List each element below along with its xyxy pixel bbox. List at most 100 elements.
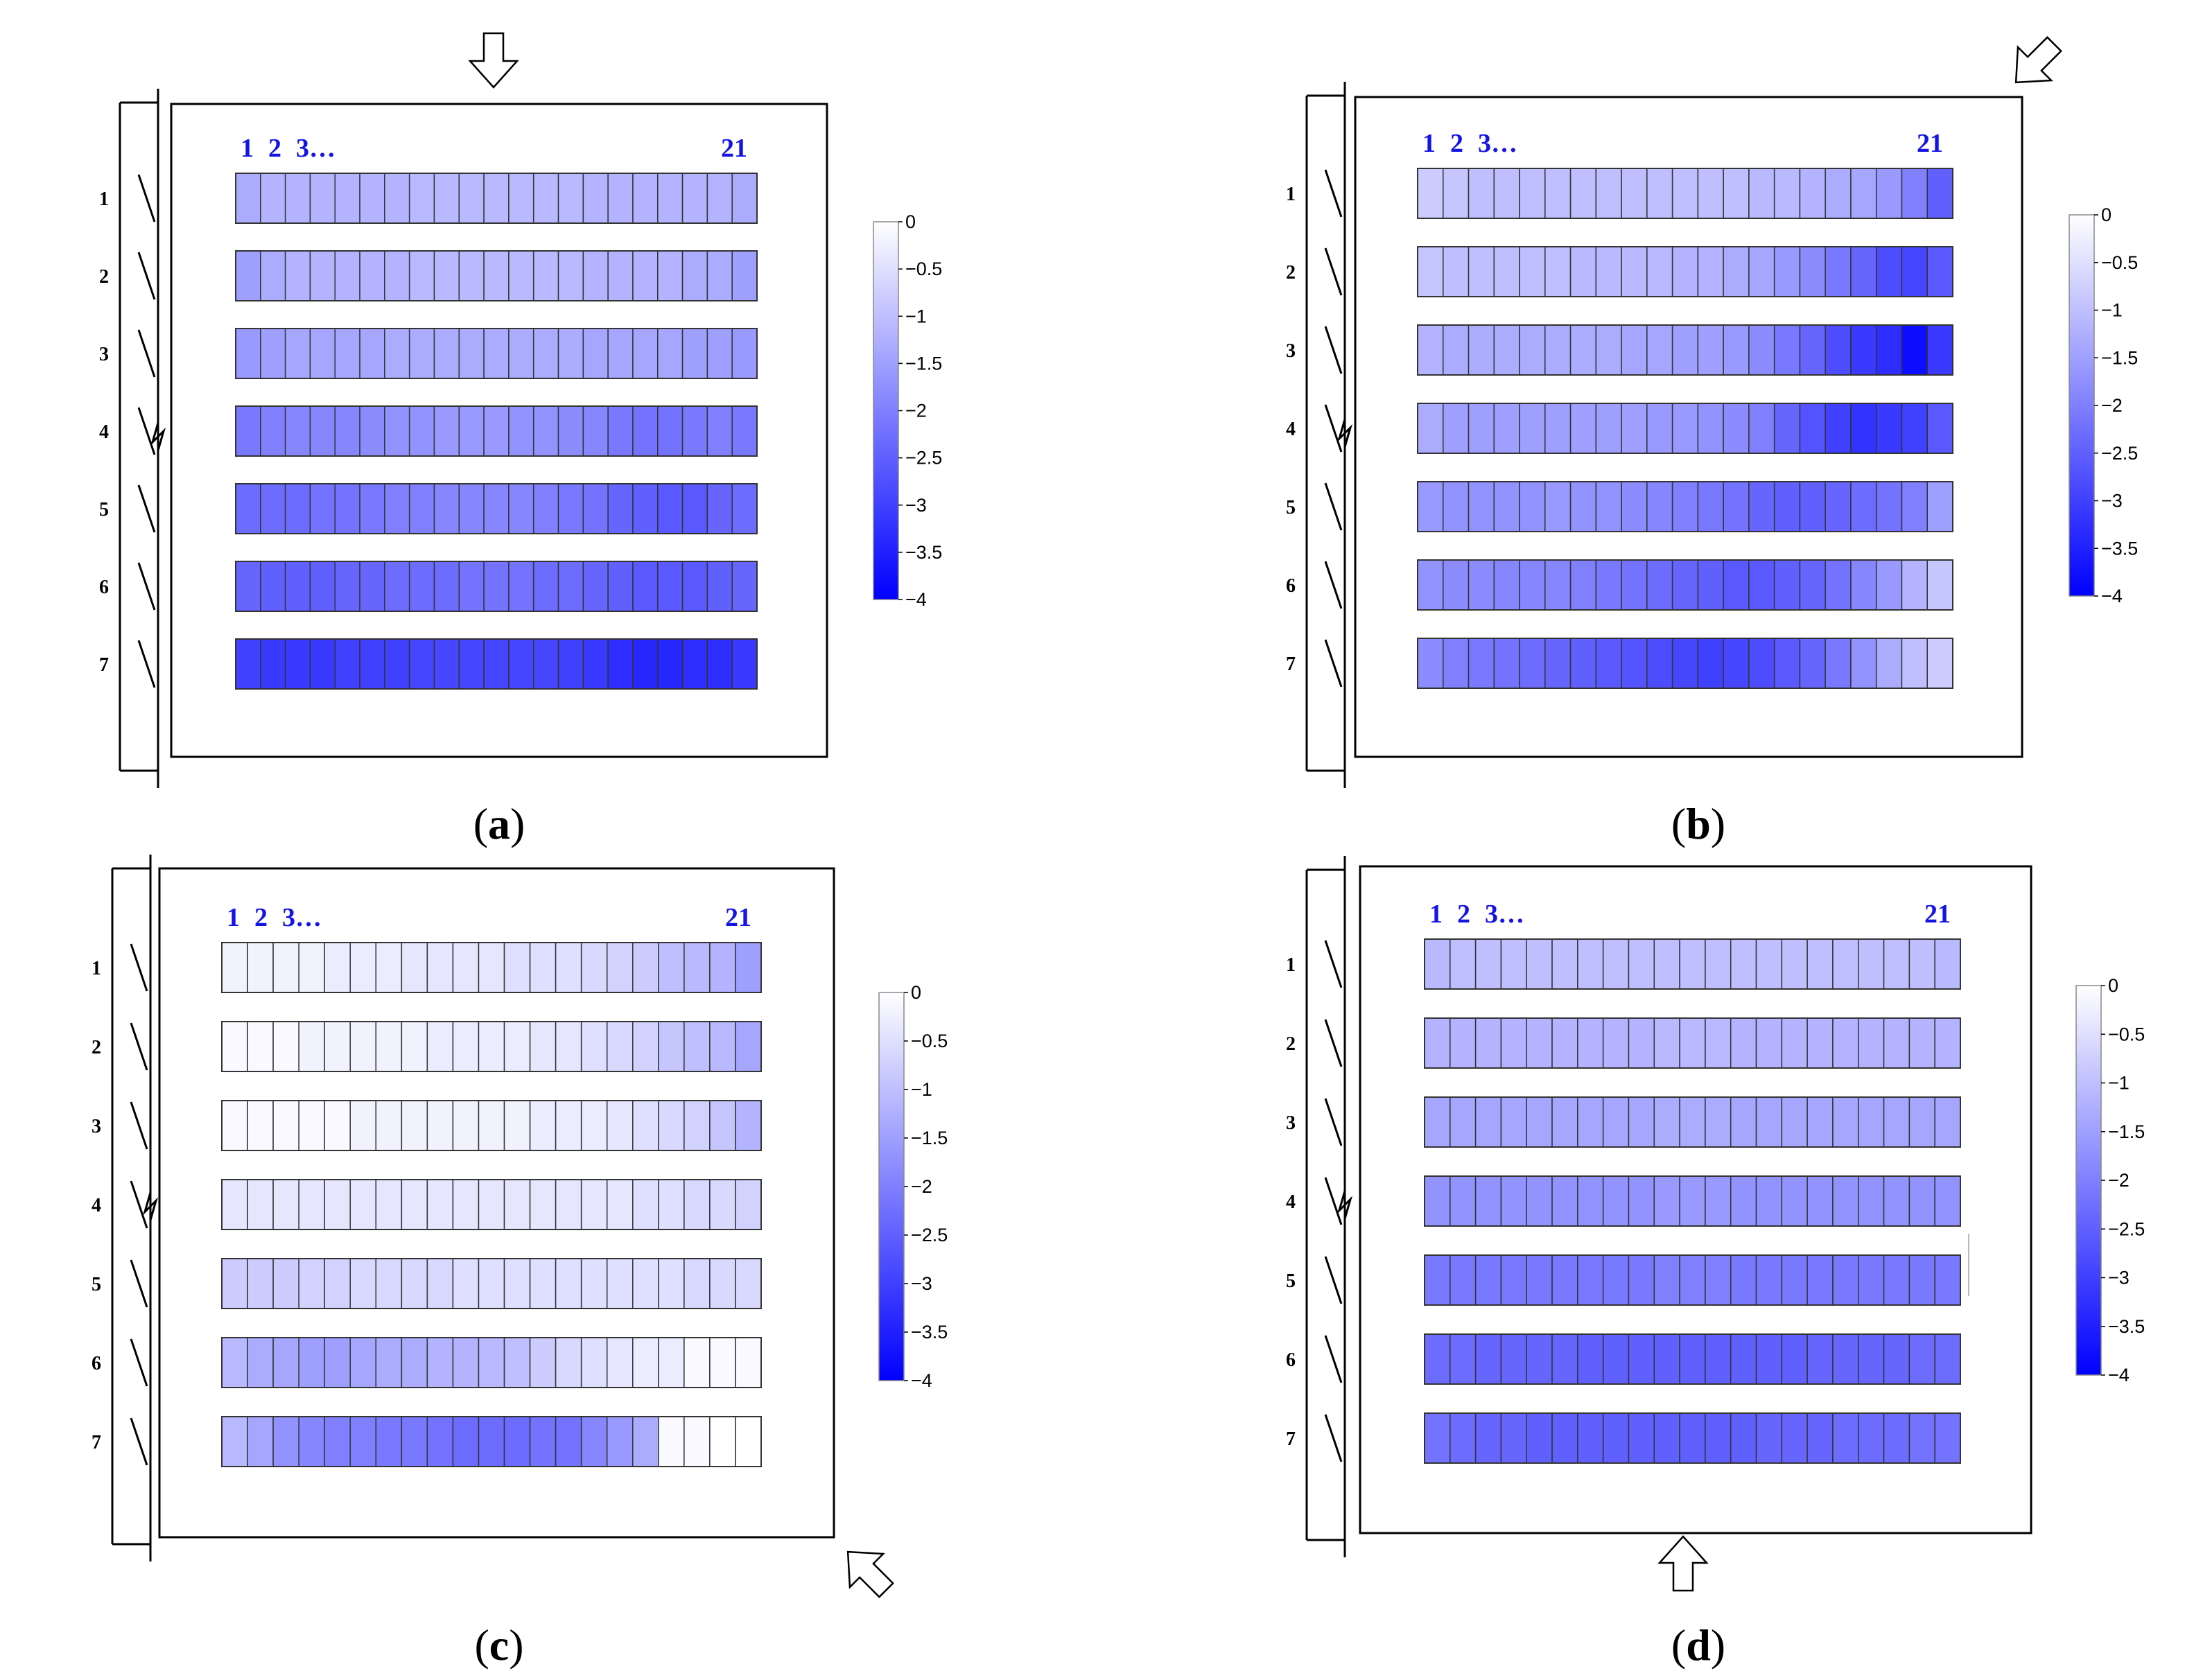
cell-r3-c4 <box>1500 1096 1527 1148</box>
colorbar-tick-label: −3 <box>905 495 927 516</box>
cell-r5-c3 <box>1474 1254 1502 1306</box>
cell-r6-c21 <box>731 561 758 612</box>
cell-r6-c7 <box>384 561 410 612</box>
colorbar-tick-label: −2 <box>2108 1170 2130 1191</box>
cell-r4-c12 <box>1697 403 1724 454</box>
cell-r6-c9 <box>433 561 460 612</box>
cell-r2-c21 <box>735 1021 762 1072</box>
colorbar-tick-label: −0.5 <box>911 1031 948 1051</box>
cell-r6-c2 <box>1449 1333 1477 1385</box>
cell-r1-c18 <box>657 173 684 224</box>
cell-r2-c10 <box>452 1021 480 1072</box>
cell-r7-c19 <box>681 638 708 690</box>
row-slash-6 <box>1324 1335 1343 1383</box>
cell-r1-c8 <box>1595 168 1622 219</box>
cell-r2-c11 <box>478 1021 505 1072</box>
cell-r7-c13 <box>1730 1412 1757 1464</box>
cell-r1-c15 <box>580 942 608 993</box>
cell-r4-c12 <box>1705 1175 1732 1227</box>
cell-r6-c10 <box>458 561 485 612</box>
cell-r6-c19 <box>1875 559 1903 611</box>
cell-r1-c19 <box>684 942 711 993</box>
row-outline-4 <box>235 405 758 457</box>
cell-r2-c13 <box>532 250 559 301</box>
column-label-2: 2 <box>1457 900 1470 929</box>
cell-r5-c4 <box>1493 481 1520 532</box>
cell-r2-c20 <box>709 1021 736 1072</box>
cell-r1-c17 <box>632 173 659 224</box>
cell-r4-c15 <box>1773 403 1801 454</box>
cell-r1-c12 <box>1705 938 1732 990</box>
cell-r4-c3 <box>272 1179 299 1230</box>
cell-r2-c16 <box>606 1021 634 1072</box>
row-slash-7 <box>130 1417 148 1466</box>
cell-r5-c21 <box>1934 1254 1961 1306</box>
cell-r4-c20 <box>709 1179 736 1230</box>
cell-r2-c3 <box>1474 1017 1502 1069</box>
cell-r4-c12 <box>503 1179 531 1230</box>
cell-r2-c7 <box>375 1021 403 1072</box>
cell-r5-c21 <box>731 483 758 534</box>
cell-r6-c14 <box>1748 559 1775 611</box>
row-label-5: 5 <box>1286 497 1296 518</box>
cell-r6-c1 <box>235 561 261 612</box>
cell-r4-c9 <box>426 1179 454 1230</box>
cell-r5-c19 <box>1883 1254 1910 1306</box>
cell-r7-c10 <box>1653 1412 1680 1464</box>
colorbar-tick-label: −4 <box>911 1370 932 1391</box>
column-label-1: 1 <box>1429 900 1443 929</box>
cell-r4-c18 <box>657 405 684 457</box>
cell-r4-c8 <box>408 405 435 457</box>
panel-caption: (c) <box>474 1620 523 1670</box>
cell-r6-c11 <box>478 1337 505 1388</box>
cell-r5-c16 <box>1806 1254 1834 1306</box>
row-label-2: 2 <box>99 266 109 288</box>
cell-r4-c14 <box>1748 403 1775 454</box>
cell-r4-c11 <box>1671 403 1699 454</box>
cell-r2-c10 <box>1646 246 1673 297</box>
cell-r1-c5 <box>334 173 360 224</box>
cell-r3-c5 <box>1519 324 1546 376</box>
cell-r3-c10 <box>1653 1096 1680 1148</box>
cell-r5-c12 <box>1705 1254 1732 1306</box>
cell-r6-c18 <box>1850 559 1877 611</box>
row-label-6: 6 <box>99 577 109 598</box>
cell-r3-c13 <box>529 1100 557 1151</box>
cell-r1-c6 <box>349 942 377 993</box>
cell-r3-c1 <box>221 1100 248 1151</box>
cell-r2-c1 <box>221 1021 248 1072</box>
row-outline-3 <box>1424 1096 1961 1148</box>
row-slash-4 <box>137 407 156 455</box>
cell-r5-c20 <box>706 483 733 534</box>
cell-r2-c6 <box>1551 1017 1578 1069</box>
cell-r1-c20 <box>1908 938 1935 990</box>
cell-r1-c13 <box>1723 168 1750 219</box>
cell-r7-c9 <box>1628 1412 1655 1464</box>
cell-r5-c12 <box>503 1258 531 1309</box>
cell-r7-c9 <box>1621 638 1648 689</box>
cell-r4-c3 <box>1468 403 1495 454</box>
cell-r2-c11 <box>483 250 510 301</box>
row-label-6: 6 <box>92 1353 101 1374</box>
cell-r4-c15 <box>580 1179 608 1230</box>
cell-r5-c3 <box>272 1258 299 1309</box>
cell-r4-c13 <box>532 405 559 457</box>
cell-r4-c3 <box>284 405 311 457</box>
cell-r5-c15 <box>580 1258 608 1309</box>
cell-r6-c14 <box>1755 1333 1783 1385</box>
cell-r2-c16 <box>607 250 634 301</box>
cell-r3-c14 <box>1755 1096 1783 1148</box>
cell-r3-c15 <box>1781 1096 1808 1148</box>
cell-r4-c8 <box>401 1179 428 1230</box>
cell-r4-c16 <box>606 1179 634 1230</box>
cell-r1-c20 <box>709 942 736 993</box>
row-outline-5 <box>1417 481 1953 532</box>
cell-r4-c6 <box>1544 403 1572 454</box>
cell-r7-c3 <box>272 1416 299 1467</box>
column-label-1: 1 <box>1422 129 1436 158</box>
cell-r6-c4 <box>309 561 336 612</box>
row-label-5: 5 <box>99 499 109 520</box>
cell-r7-c4 <box>298 1416 325 1467</box>
cell-r4-c7 <box>375 1179 403 1230</box>
cell-r3-c19 <box>681 328 708 379</box>
